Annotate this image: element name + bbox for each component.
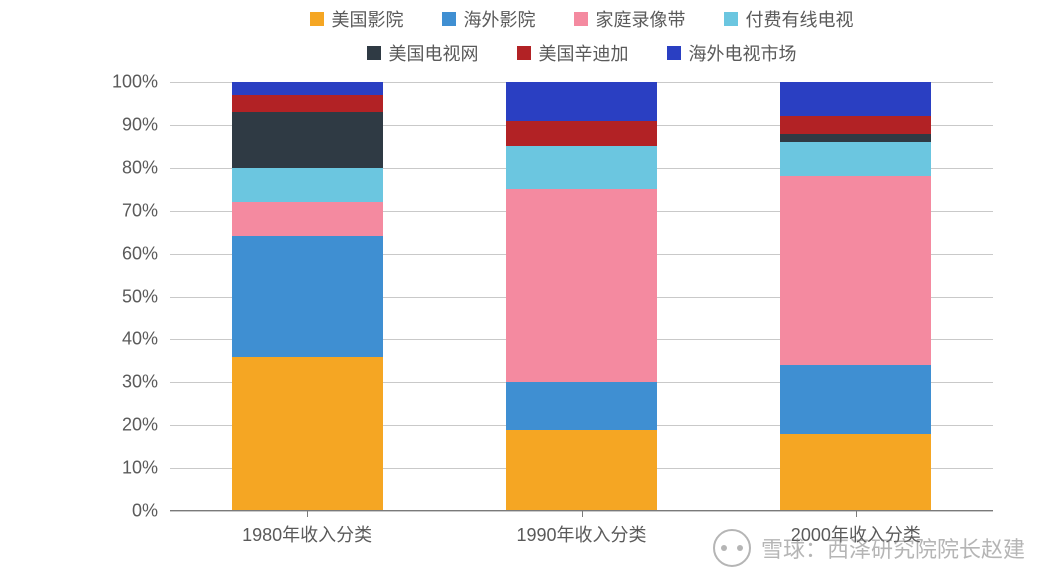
legend-swatch-icon [442,12,456,26]
bar-segment [780,365,931,434]
legend-label: 美国辛迪加 [539,40,629,66]
y-tick-label: 0% [132,501,170,522]
y-tick-label: 50% [122,286,170,307]
legend-label: 海外影院 [464,6,536,32]
revenue-share-stacked-bar-chart: 美国影院海外影院家庭录像带付费有线电视美国电视网美国辛迪加海外电视市场 0%10… [0,0,1043,573]
x-axis-line [170,510,993,511]
bar-column: 1980年收入分类 [232,82,383,511]
legend-swatch-icon [724,12,738,26]
x-tick-mark [856,511,857,517]
legend-swatch-icon [310,12,324,26]
bar-segment [780,82,931,116]
legend-swatch-icon [367,46,381,60]
bar-segment [506,430,657,512]
legend-swatch-icon [574,12,588,26]
legend-item: 美国影院 [310,6,404,32]
bar-segment [232,112,383,168]
legend-label: 美国电视网 [389,40,479,66]
legend-item: 美国电视网 [367,40,479,66]
legend-label: 美国影院 [332,6,404,32]
legend-label: 家庭录像带 [596,6,686,32]
legend-item: 家庭录像带 [574,6,686,32]
bar-segment [232,168,383,202]
legend-swatch-icon [517,46,531,60]
bar-segment [232,236,383,356]
bar-column: 2000年收入分类 [780,82,931,511]
bar-segment [232,357,383,511]
bar-segment [506,121,657,147]
y-tick-label: 70% [122,200,170,221]
y-tick-label: 100% [112,72,170,93]
bar-segment [780,142,931,176]
bar-segment [506,382,657,429]
y-tick-label: 20% [122,415,170,436]
bar-segment [232,82,383,95]
bar-segment [506,82,657,121]
bar-segment [232,95,383,112]
y-tick-label: 40% [122,329,170,350]
y-tick-label: 10% [122,458,170,479]
legend-item: 付费有线电视 [724,6,854,32]
xueqiu-logo-icon [713,529,751,567]
legend-item: 美国辛迪加 [517,40,629,66]
bar-segment [780,434,931,511]
x-tick-mark [582,511,583,517]
chart-legend: 美国影院 海外影院 家庭录像带 付费有线电视美国电视网 美国辛迪加 海外电视市场 [180,6,983,66]
bar-segment [506,189,657,382]
legend-swatch-icon [667,46,681,60]
chart-bars-layer: 1980年收入分类 1990年收入分类 2000年收入分类 [170,82,993,511]
y-tick-label: 60% [122,243,170,264]
bar-segment [506,146,657,189]
legend-item: 海外影院 [442,6,536,32]
y-tick-label: 30% [122,372,170,393]
x-tick-mark [307,511,308,517]
bar-segment [780,116,931,133]
chart-plot-area: 0%10%20%30%40%50%60%70%80%90%100% 1980年收… [170,82,993,511]
y-tick-label: 90% [122,114,170,135]
bar-segment [780,176,931,365]
legend-label: 付费有线电视 [746,6,854,32]
bar-segment [780,134,931,143]
bar-segment [232,202,383,236]
bar-column: 1990年收入分类 [506,82,657,511]
legend-label: 海外电视市场 [689,40,797,66]
y-tick-label: 80% [122,157,170,178]
legend-item: 海外电视市场 [667,40,797,66]
